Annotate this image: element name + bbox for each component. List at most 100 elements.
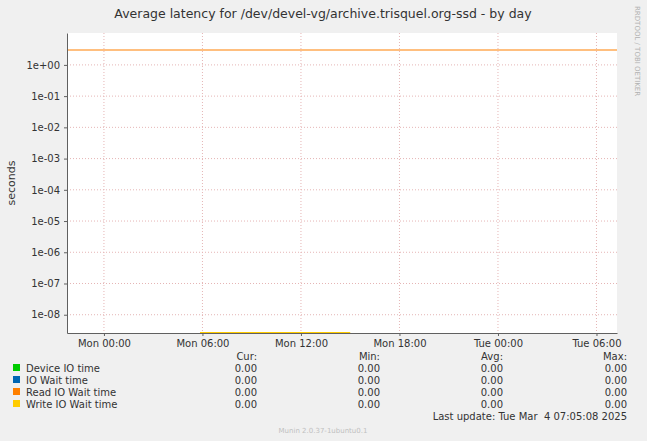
y-tick-mark [64,65,67,66]
grid-line-y [67,221,617,222]
y-tick-mark [64,96,67,97]
x-tick-label: Tue 00:00 [473,338,523,349]
grid-line-x [399,33,400,333]
watermark: RRDTOOL / TOBI OETIKER [633,6,641,96]
x-tick: Mon 06:00 [176,333,229,349]
y-tick-mark [64,159,67,160]
x-tick: Mon 12:00 [275,333,328,349]
y-tick-mark [64,252,67,253]
x-tick: Tue 00:00 [473,333,523,349]
x-tick-mark [399,333,400,336]
background [0,0,647,441]
legend-header: Min: [359,351,380,362]
grid-line-x [202,33,203,333]
grid-line-x [596,33,597,333]
grid-line-y [67,96,617,97]
y-tick: 1e-05 [31,216,67,227]
legend-stat: 0.00 [358,363,380,374]
y-tick-label: 1e-01 [31,91,60,102]
legend-stat: 0.00 [605,363,627,374]
y-tick-label: 1e-02 [31,122,60,133]
y-tick-mark [64,190,67,191]
y-tick-mark [64,127,67,128]
grid-line-x [103,33,104,333]
x-tick-mark [202,333,203,336]
legend-stat: 0.00 [605,387,627,398]
grid-line-y [67,158,617,159]
chart: Mon 00:00 Mon 06:00 Mon 12:00 Mon 18:00 Tue … [0,0,647,441]
legend-stat: 0.00 [481,387,503,398]
x-tick-label: Mon 18:00 [373,338,426,349]
x-tick-mark [596,333,597,336]
y-tick: 1e-01 [31,91,67,102]
title: Average latency for /dev/devel-vg/archiv… [114,6,532,21]
plot-area [67,33,617,333]
grid-line-x [497,33,498,333]
x-tick: Mon 00:00 [78,333,131,349]
legend-swatch [13,364,20,371]
footer: Munin 2.0.37-1ubuntu0.1 [279,427,368,435]
x-tick-label: Mon 00:00 [78,338,131,349]
x-tick-label: Mon 06:00 [176,338,229,349]
y-tick: 1e+00 [26,60,67,71]
y-tick: 1e-06 [31,247,67,258]
legend-header: Avg: [481,351,503,362]
y-axis-title: seconds [5,160,18,205]
x-tick-label: Mon 12:00 [275,338,328,349]
y-tick-label: 1e-03 [31,153,60,164]
legend-label: Write IO Wait time [26,399,117,410]
legend-header: Cur: [236,351,257,362]
y-axis-line [67,34,68,334]
legend-stat: 0.00 [358,387,380,398]
grid-line-y [67,127,617,128]
last-update: Last update: Tue Mar 4 07:05:08 2025 [433,411,627,422]
grid-line-y [67,314,617,315]
legend-stat: 0.00 [235,363,257,374]
legend-stat: 0.00 [358,375,380,386]
y-tick: 1e-04 [31,185,67,196]
legend-label: Read IO Wait time [26,387,116,398]
grid-line-y [67,64,617,65]
legend-stat: 0.00 [481,399,503,410]
legend-swatch [13,388,20,395]
y-tick-label: 1e-08 [31,309,60,320]
y-tick-mark [64,315,67,316]
y-tick-label: 1e-05 [31,216,60,227]
legend-stat: 0.00 [481,363,503,374]
y-tick-label: 1e-06 [31,247,60,258]
legend-stat: 0.00 [358,399,380,410]
grid-line-x [300,33,301,333]
y-tick: 1e-08 [31,309,67,320]
series-group [67,50,617,332]
y-axis: 1e-08 1e-07 1e-06 1e-05 1e-04 1e-03 1e-02 1e-01… [26,34,67,334]
legend-stat: 0.00 [605,399,627,410]
legend-stat: 0.00 [235,375,257,386]
y-tick: 1e-07 [31,278,67,289]
legend-swatch [13,376,20,383]
grid-line-y [67,189,617,190]
y-tick-mark [64,283,67,284]
legend: Cur:Min:Avg:Max:Device IO time0.000.000.… [13,351,627,410]
legend-stat: 0.00 [481,375,503,386]
grid-line-y [67,283,617,284]
legend-header: Max: [603,351,627,362]
series-line [67,49,617,50]
y-tick: 1e-02 [31,122,67,133]
x-tick: Mon 18:00 [373,333,426,349]
x-tick-mark [301,333,302,336]
y-tick-label: 1e+00 [26,60,60,71]
y-tick-mark [64,221,67,222]
x-tick: Tue 06:00 [571,333,621,349]
legend-label: Device IO time [26,363,100,374]
grid-line-y [67,252,617,253]
legend-stat: 0.00 [605,375,627,386]
x-tick-mark [104,333,105,336]
legend-stat: 0.00 [235,387,257,398]
series-line [200,332,350,333]
legend-stat: 0.00 [235,399,257,410]
x-axis-line [68,333,618,334]
x-tick-mark [498,333,499,336]
legend-swatch [13,400,20,407]
y-tick-label: 1e-04 [31,185,60,196]
y-tick: 1e-03 [31,153,67,164]
